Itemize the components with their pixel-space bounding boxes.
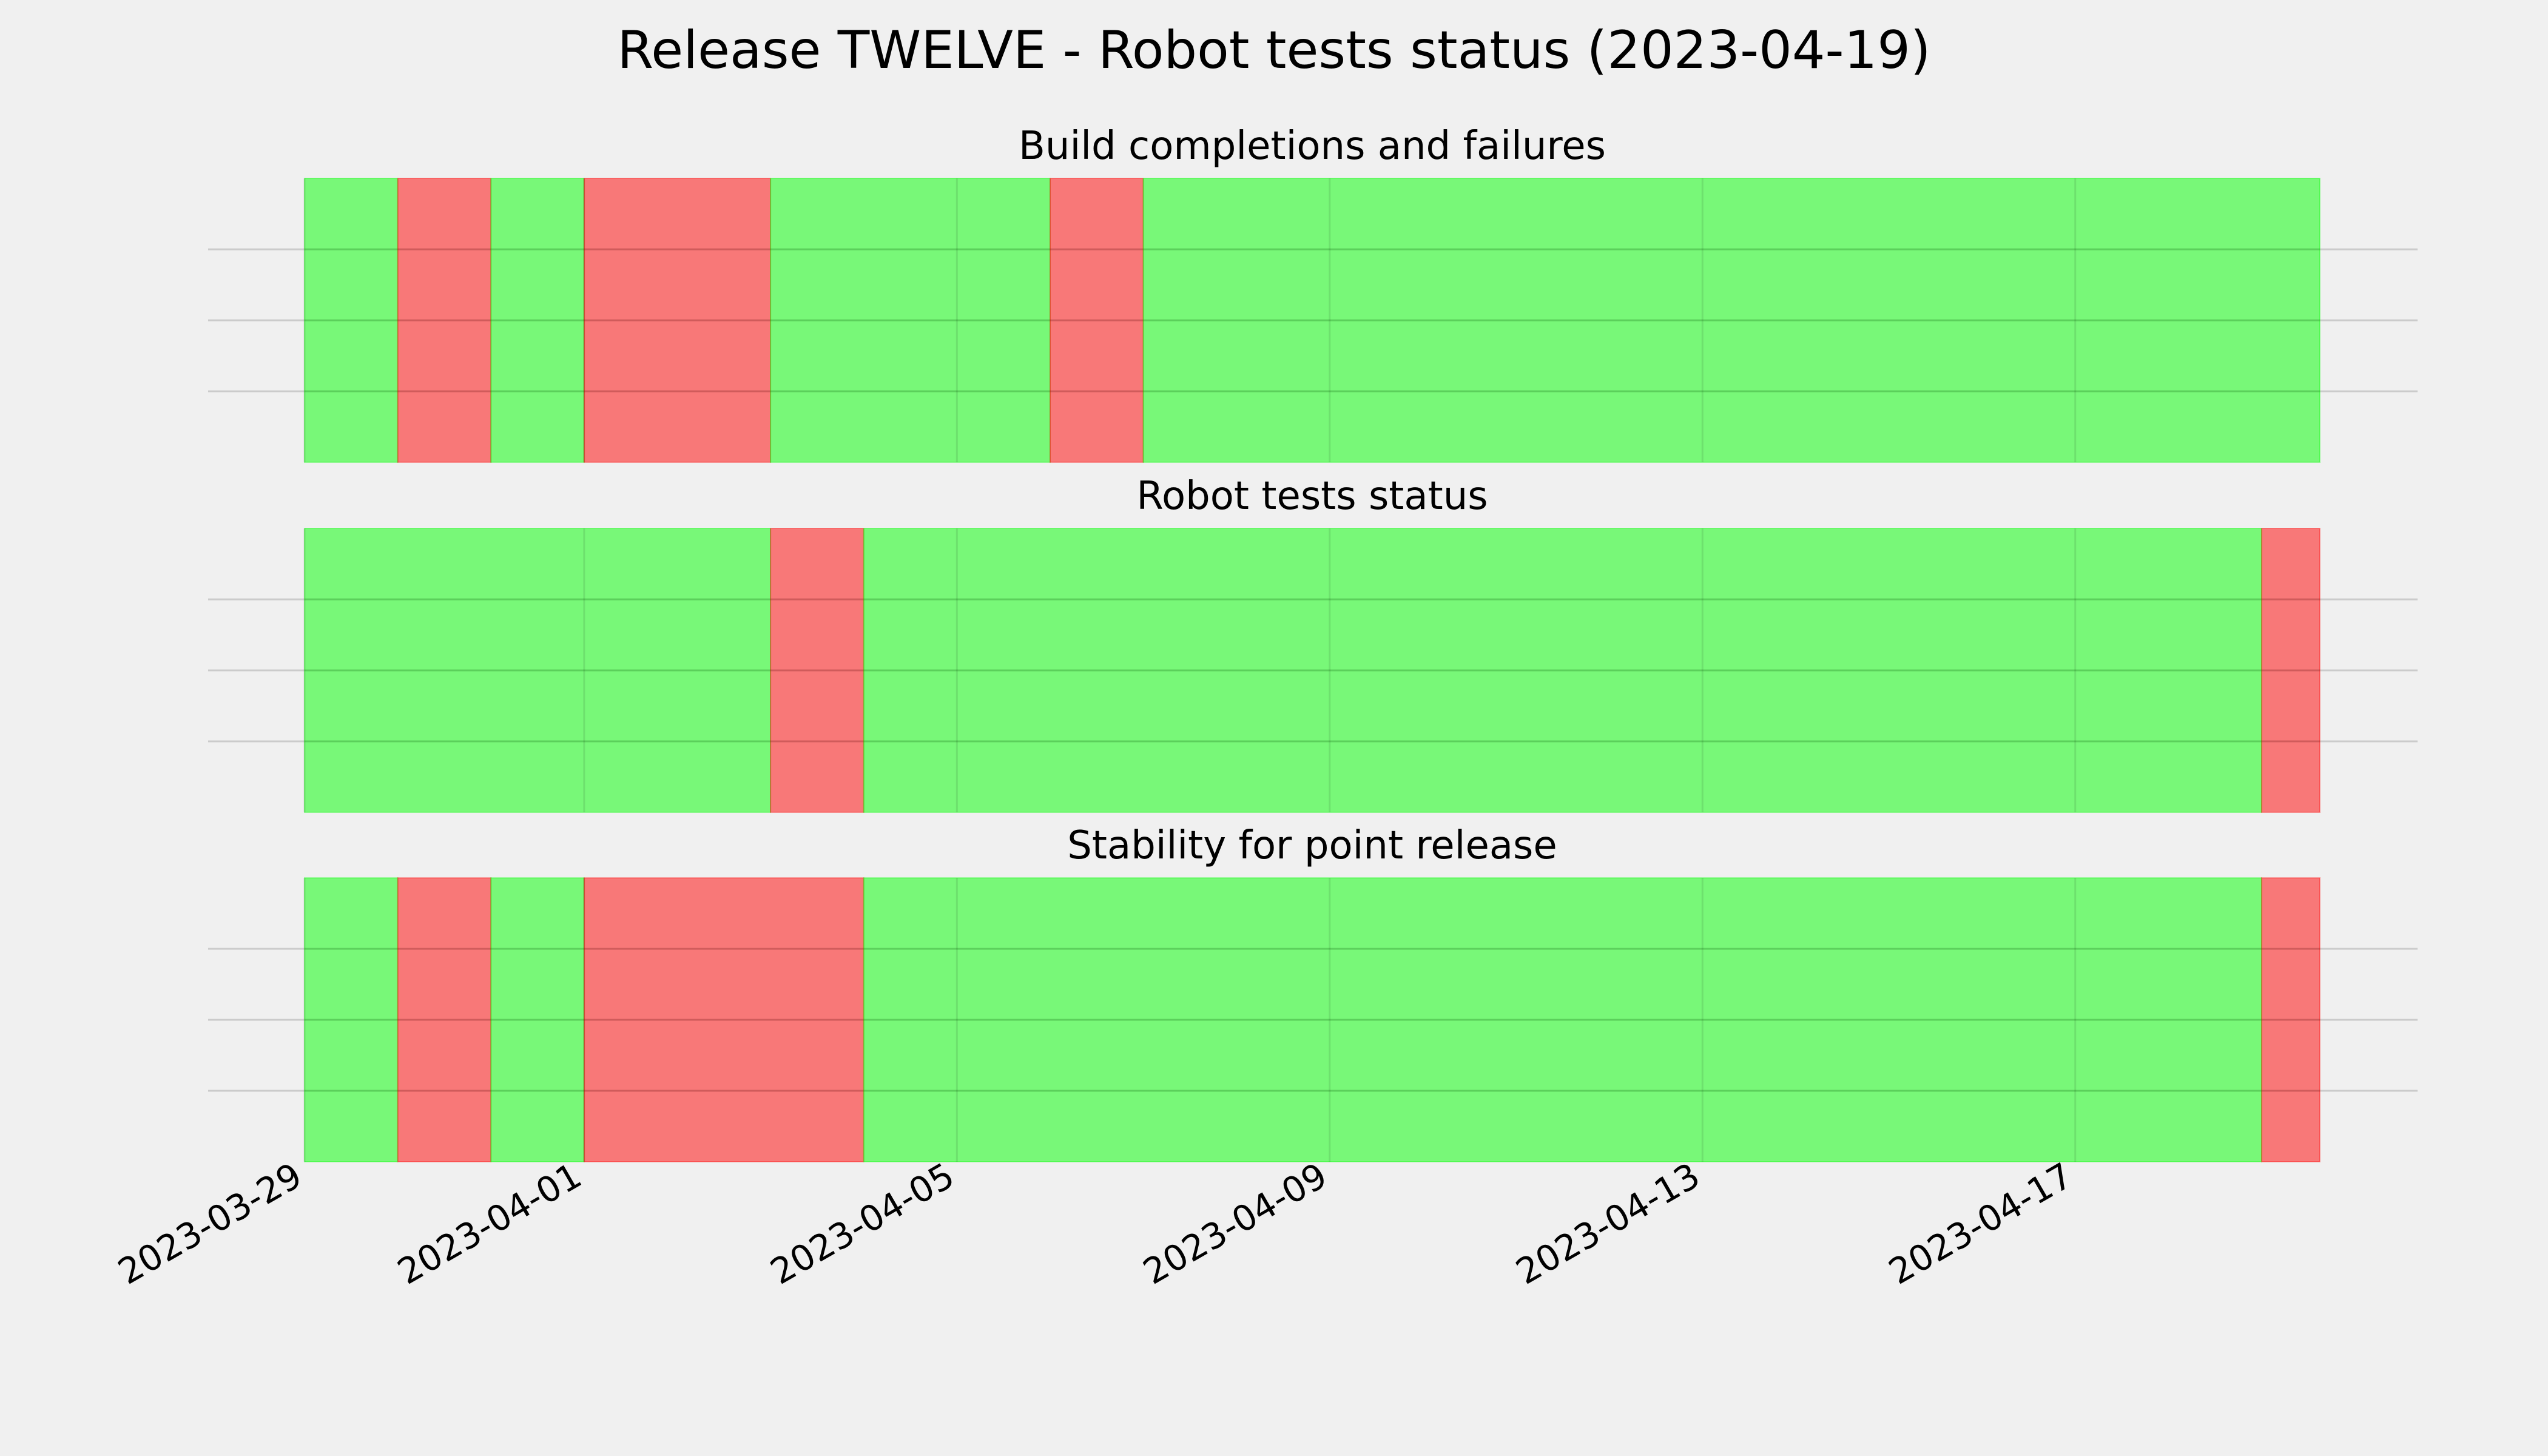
- status-segment-fail: [2260, 877, 2321, 1162]
- status-panel: Build completions and failures: [208, 124, 2418, 463]
- status-panel: Robot tests status: [208, 474, 2418, 813]
- status-segment-fail: [583, 178, 772, 463]
- status-segment-fail: [397, 877, 492, 1162]
- panel-subtitle: Robot tests status: [1136, 474, 1488, 519]
- panel-subtitle: Stability for point release: [1067, 823, 1557, 868]
- status-segment-pass: [490, 178, 585, 463]
- status-segment-pass: [863, 528, 2262, 813]
- status-segment-pass: [863, 877, 2262, 1162]
- panel-subtitle: Build completions and failures: [1019, 124, 1606, 169]
- status-panel: Stability for point release: [208, 823, 2418, 1162]
- status-segment-fail: [2260, 528, 2321, 813]
- chart-title: Release TWELVE - Robot tests status (202…: [617, 20, 1930, 81]
- status-segment-pass: [1142, 178, 2320, 463]
- status-segment-fail: [1049, 178, 1144, 463]
- status-segment-fail: [397, 178, 492, 463]
- status-segment-pass: [490, 877, 585, 1162]
- status-segment-pass: [770, 178, 1051, 463]
- status-segment-pass: [304, 528, 772, 813]
- panels-group: Build completions and failures Robot test…: [208, 124, 2418, 1162]
- status-segment-pass: [304, 877, 399, 1162]
- status-segment-fail: [770, 528, 864, 813]
